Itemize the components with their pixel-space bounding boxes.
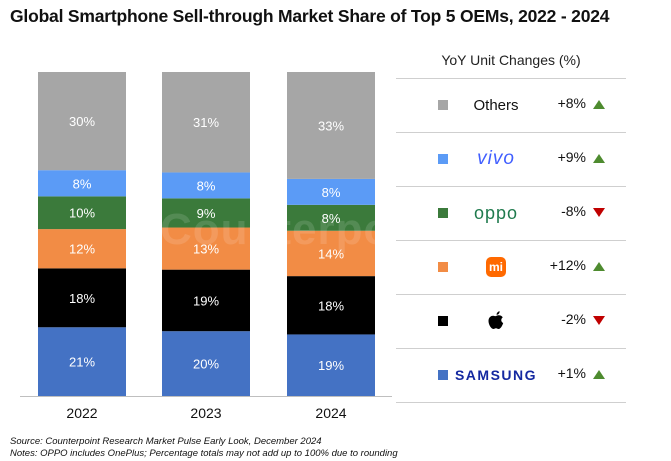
apple-logo xyxy=(456,306,536,336)
samsung-logo: SAMSUNG xyxy=(454,360,538,390)
bar-segment-vivo-2022 xyxy=(38,170,126,197)
triangle-up-icon xyxy=(593,100,605,109)
data-label-apple-2022: 18% xyxy=(69,291,95,306)
bar-segment-xiaomi-2022 xyxy=(38,229,126,269)
legend-swatch xyxy=(438,154,448,164)
vivo-logo: vivo xyxy=(456,144,536,174)
notes-text: Notes: OPPO includes OnePlus; Percentage… xyxy=(10,448,398,459)
triangle-up-icon xyxy=(593,262,605,271)
x-tick-label-2022: 2022 xyxy=(66,405,97,421)
bar-segment-xiaomi-2024 xyxy=(287,230,375,277)
legend-swatch xyxy=(438,262,448,272)
bar-segment-others-2022 xyxy=(38,72,126,171)
data-label-xiaomi-2023: 13% xyxy=(193,242,219,257)
data-label-oppo-2022: 10% xyxy=(69,206,95,221)
bar-segment-oppo-2023 xyxy=(162,198,250,228)
legend-swatch xyxy=(438,316,448,326)
legend-brand-text: SAMSUNG xyxy=(454,367,538,383)
data-label-samsung-2023: 20% xyxy=(193,357,219,372)
bar-segment-samsung-2023 xyxy=(162,331,250,396)
chart-title: Global Smartphone Sell-through Market Sh… xyxy=(10,6,610,26)
data-label-vivo-2022: 8% xyxy=(73,176,92,191)
data-label-apple-2023: 19% xyxy=(193,293,219,308)
yoy-change-value: +9% xyxy=(557,149,586,165)
legend-row: oppo -8% xyxy=(396,186,626,240)
bar-segment-oppo-2024 xyxy=(287,204,375,231)
xiaomi-logo: mi xyxy=(456,252,536,282)
legend-swatch xyxy=(438,370,448,380)
legend-divider xyxy=(396,132,626,133)
bar-segment-samsung-2022 xyxy=(38,327,126,396)
triangle-up-icon xyxy=(593,154,605,163)
legend-divider xyxy=(396,294,626,295)
legend-brand-text: oppo xyxy=(473,202,519,223)
legend-brand-text: vivo xyxy=(477,148,515,169)
bar-segment-others-2023 xyxy=(162,72,250,173)
legend-header: YoY Unit Changes (%) xyxy=(441,52,581,68)
triangle-down-icon xyxy=(593,316,605,325)
legend-row: vivo +9% xyxy=(396,132,626,186)
data-label-samsung-2024: 19% xyxy=(318,358,344,373)
legend-divider xyxy=(396,240,626,241)
source-note: Source: Counterpoint Research Market Pul… xyxy=(10,436,322,447)
data-label-oppo-2024: 8% xyxy=(322,211,341,226)
bar-segment-others-2024 xyxy=(287,72,375,179)
legend-swatch xyxy=(438,100,448,110)
apple-logo-glyph xyxy=(488,311,504,329)
legend-brand-text: Others xyxy=(473,96,519,114)
yoy-change-value: +12% xyxy=(549,257,586,273)
data-label-vivo-2024: 8% xyxy=(322,185,341,200)
yoy-change-value: +1% xyxy=(557,365,586,381)
legend-brand-label: Others xyxy=(456,90,536,120)
data-label-others-2023: 31% xyxy=(193,115,219,130)
legend-row: -2% xyxy=(396,294,626,348)
triangle-down-icon xyxy=(593,208,605,217)
yoy-change-value: -2% xyxy=(561,311,586,327)
data-label-apple-2024: 18% xyxy=(318,298,344,313)
yoy-change-value: +8% xyxy=(557,95,586,111)
triangle-up-icon xyxy=(593,370,605,379)
legend-row: Others +8% xyxy=(396,78,626,132)
x-tick-label-2024: 2024 xyxy=(315,405,346,421)
x-tick-label-2023: 2023 xyxy=(190,405,221,421)
oppo-logo: oppo xyxy=(456,198,536,228)
data-label-oppo-2023: 9% xyxy=(197,206,216,221)
bar-segment-oppo-2022 xyxy=(38,196,126,230)
yoy-change-value: -8% xyxy=(561,203,586,219)
legend-row: mi +12% xyxy=(396,240,626,294)
bar-segment-vivo-2024 xyxy=(287,178,375,205)
data-label-xiaomi-2022: 12% xyxy=(69,242,95,257)
legend-row: SAMSUNG +1% xyxy=(396,348,626,402)
bar-segment-apple-2022 xyxy=(38,268,126,328)
bar-segment-xiaomi-2023 xyxy=(162,227,250,270)
bar-segment-apple-2023 xyxy=(162,269,250,332)
legend-swatch xyxy=(438,208,448,218)
legend-divider-top xyxy=(396,78,626,79)
data-label-vivo-2023: 8% xyxy=(197,178,216,193)
legend-brand-text: mi xyxy=(486,257,506,277)
data-label-xiaomi-2024: 14% xyxy=(318,246,344,261)
bar-segment-samsung-2024 xyxy=(287,334,375,396)
legend-divider xyxy=(396,186,626,187)
data-label-others-2022: 30% xyxy=(69,114,95,129)
legend-divider xyxy=(396,348,626,349)
legend-divider xyxy=(396,402,626,403)
watermark: Counterpoint xyxy=(160,205,449,254)
bar-segment-apple-2024 xyxy=(287,276,375,335)
data-label-samsung-2022: 21% xyxy=(69,355,95,370)
data-label-others-2024: 33% xyxy=(318,118,344,133)
bar-segment-vivo-2023 xyxy=(162,172,250,199)
